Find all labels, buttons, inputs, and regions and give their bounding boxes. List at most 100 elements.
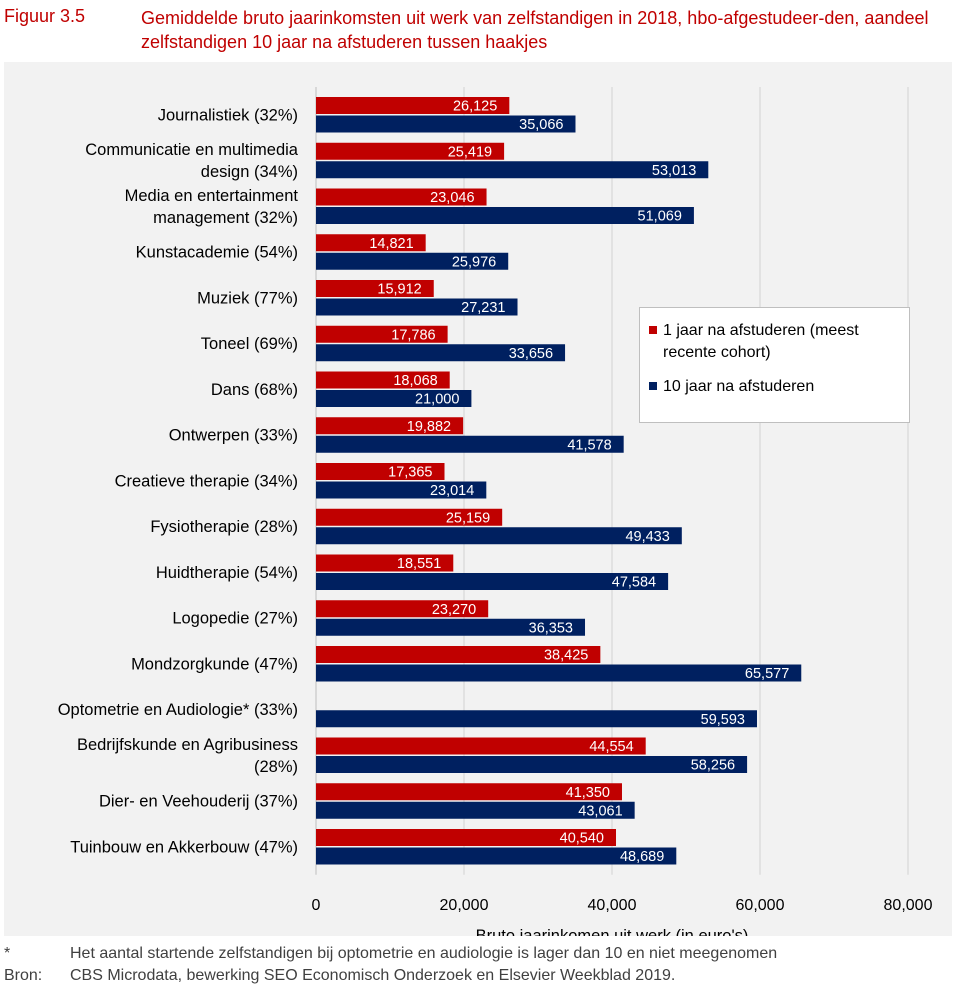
footnote-source: Bron: CBS Microdata, bewerking SEO Econo… xyxy=(4,965,777,987)
bar xyxy=(316,527,682,545)
bar-value-label: 41,578 xyxy=(567,437,611,453)
figure-title: Gemiddelde bruto jaarinkomsten uit werk … xyxy=(141,8,929,52)
bar xyxy=(316,783,622,801)
bar xyxy=(316,664,802,682)
bar xyxy=(316,188,487,206)
footnote-text: Het aantal startende zelfstandigen bij o… xyxy=(70,945,778,962)
category-label: Dans (68%) xyxy=(211,381,298,399)
chart-panel: 26,125 35,066 Journalistiek (32%) 25,419 53,… xyxy=(4,62,952,936)
category-label: Ontwerpen (33%) xyxy=(169,427,298,445)
bar xyxy=(316,737,646,755)
bar-value-label: 51,069 xyxy=(638,209,682,225)
bar-value-label: 27,231 xyxy=(461,300,505,316)
bar-value-label: 53,013 xyxy=(652,163,696,179)
category-label: Logopedie (27%) xyxy=(172,610,298,628)
x-tick-label: 20,000 xyxy=(440,897,489,914)
category-label: management (32%) xyxy=(153,209,298,227)
category-label: Creatieve therapie (34%) xyxy=(115,472,298,490)
bar-value-label: 25,419 xyxy=(448,144,492,160)
legend-swatch-10-jaar xyxy=(649,382,657,390)
bar-value-label: 33,656 xyxy=(509,346,553,362)
bar xyxy=(316,554,454,572)
bar-value-label: 38,425 xyxy=(544,648,588,664)
footnotes: * Het aantal startende zelfstandigen bij… xyxy=(4,943,777,987)
category-label: Optometrie en Audiologie* (33%) xyxy=(58,701,298,719)
bar-value-label: 48,689 xyxy=(620,849,664,865)
bar xyxy=(316,618,586,636)
bar-value-label: 23,014 xyxy=(430,483,474,499)
bar xyxy=(316,298,518,316)
chart-legend: 1 jaar na afstuderen (meest recente coho… xyxy=(639,307,910,423)
bar xyxy=(316,481,487,499)
bar xyxy=(316,344,566,362)
bar xyxy=(316,847,677,865)
bar-value-label: 23,270 xyxy=(432,602,476,618)
bar xyxy=(316,600,489,618)
bar-value-label: 36,353 xyxy=(529,620,573,636)
bar-value-label: 14,821 xyxy=(369,236,413,252)
bar xyxy=(316,573,669,590)
legend-item-10-jaar: 10 jaar na afstuderen xyxy=(649,376,903,398)
figure-header: Figuur 3.5 Gemiddelde bruto jaarinkomste… xyxy=(0,0,956,60)
bar xyxy=(316,207,694,224)
bar-chart: 26,125 35,066 Journalistiek (32%) 25,419 53,… xyxy=(58,87,933,936)
bar xyxy=(316,280,434,297)
category-label: Fysiotherapie (28%) xyxy=(150,518,298,536)
bar-value-label: 18,068 xyxy=(393,373,437,389)
bar-value-label: 49,433 xyxy=(625,529,669,545)
bar xyxy=(316,115,576,133)
legend-item-1-jaar: 1 jaar na afstuderen (meest recente coho… xyxy=(649,320,903,364)
footnote-key: * xyxy=(4,945,11,962)
bar-value-label: 23,046 xyxy=(430,190,474,206)
bar xyxy=(316,710,757,728)
category-label: Tuinbouw en Akkerbouw (47%) xyxy=(70,838,298,856)
bar-value-label: 43,061 xyxy=(578,803,622,819)
bar-value-label: 47,584 xyxy=(612,575,656,591)
bar xyxy=(316,390,472,407)
bar-value-label: 26,125 xyxy=(453,99,497,115)
x-tick-label: 60,000 xyxy=(736,897,785,914)
bar xyxy=(316,142,505,160)
category-label: Communicatie en multimedia xyxy=(85,141,299,159)
bar-value-label: 15,912 xyxy=(377,282,421,298)
category-label: Mondzorgkunde (47%) xyxy=(131,655,298,673)
bar-value-label: 21,000 xyxy=(415,392,459,408)
bar xyxy=(316,829,616,846)
footnote-text: CBS Microdata, bewerking SEO Economisch … xyxy=(70,967,676,984)
bar xyxy=(316,252,509,270)
bar-value-label: 17,786 xyxy=(391,327,435,343)
bar-value-label: 18,551 xyxy=(397,556,441,572)
bar-value-label: 40,540 xyxy=(560,831,604,847)
bar xyxy=(316,161,709,179)
bar-value-label: 25,976 xyxy=(452,254,496,270)
bar-value-label: 58,256 xyxy=(691,758,735,774)
category-label: Media en entertainment xyxy=(125,187,299,205)
bar-value-label: 59,593 xyxy=(701,712,745,728)
x-tick-label: 0 xyxy=(312,897,321,914)
bar xyxy=(316,646,601,663)
bar xyxy=(316,435,624,453)
bar-value-label: 41,350 xyxy=(566,785,610,801)
bar xyxy=(316,417,464,435)
legend-label-1-jaar: 1 jaar na afstuderen (meest recente coho… xyxy=(663,322,859,361)
category-label: Huidtherapie (54%) xyxy=(156,564,298,582)
category-label: Dier- en Veehouderij (37%) xyxy=(99,793,298,811)
bar xyxy=(316,508,503,526)
bar xyxy=(316,234,426,252)
category-label: Muziek (77%) xyxy=(197,289,298,307)
bar-value-label: 19,882 xyxy=(407,419,451,435)
x-tick-label: 40,000 xyxy=(588,897,637,914)
footnote-asterisk: * Het aantal startende zelfstandigen bij… xyxy=(4,943,777,965)
bar xyxy=(316,756,748,773)
bar xyxy=(316,801,635,819)
x-axis-label: Bruto jaarinkomen uit werk (in euro's) xyxy=(476,927,749,936)
x-tick-label: 80,000 xyxy=(884,897,933,914)
bar xyxy=(316,325,448,343)
category-label: Kunstacademie (54%) xyxy=(136,244,298,262)
category-label: (28%) xyxy=(254,758,298,776)
bar-value-label: 25,159 xyxy=(446,510,490,526)
bar-value-label: 65,577 xyxy=(745,666,789,682)
bar xyxy=(316,463,445,480)
bar xyxy=(316,97,510,114)
legend-label-10-jaar: 10 jaar na afstuderen xyxy=(663,378,815,395)
